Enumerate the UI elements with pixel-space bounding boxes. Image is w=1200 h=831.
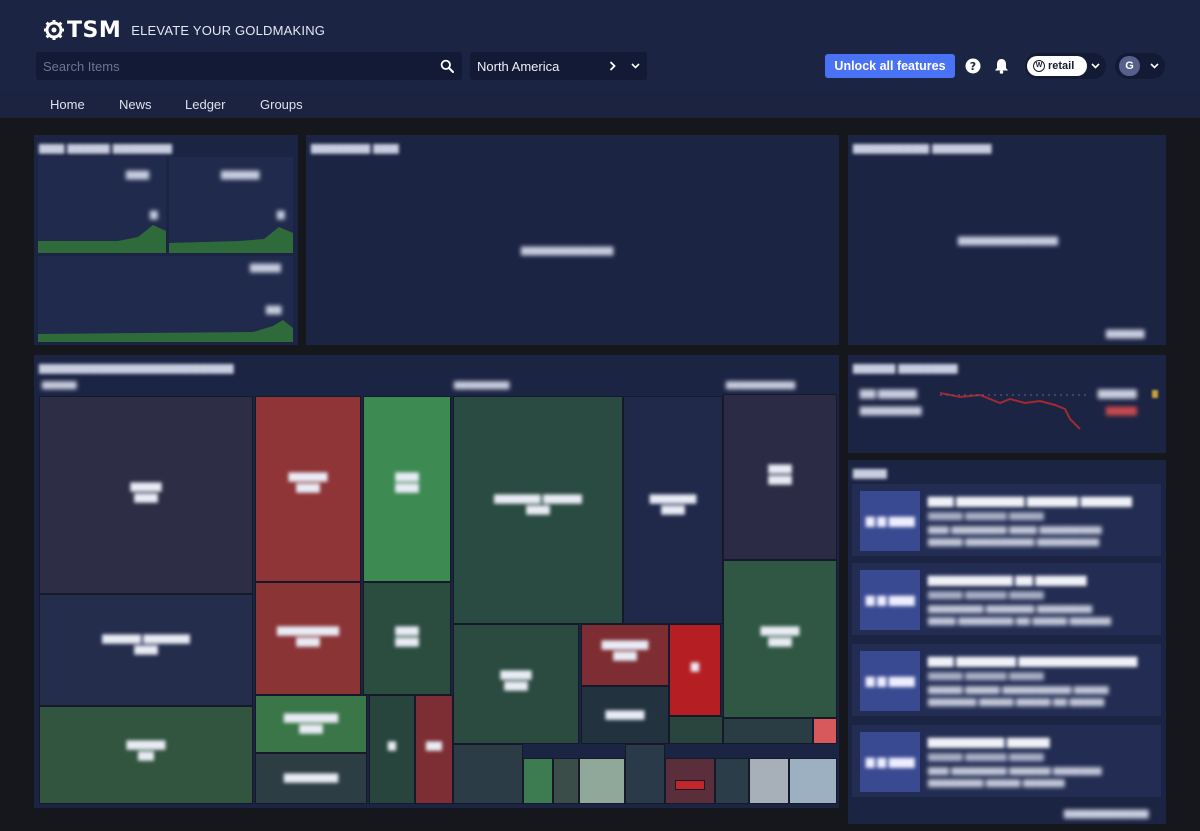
news-thumbnail: ▆ ▆ ▆▆▆ <box>860 491 920 551</box>
search-input[interactable] <box>36 52 436 80</box>
news-thumbnail: ▆ ▆ ▆▆▆ <box>860 570 920 630</box>
search-icon[interactable] <box>440 59 454 73</box>
chevron-down-icon <box>1091 63 1100 69</box>
treemap-cell[interactable] <box>749 758 789 804</box>
treemap-cell[interactable] <box>523 758 553 804</box>
treemap-cell[interactable]: ▆▆▆ ▆▆▆ <box>363 582 451 695</box>
svg-text:?: ? <box>970 60 976 73</box>
treemap-cell[interactable]: ▆▆▆▆▆ ▆▆▆ <box>723 560 837 718</box>
treemap-cell[interactable] <box>723 718 813 744</box>
treemap-cell[interactable] <box>665 758 715 804</box>
mini-chart-line <box>38 320 293 342</box>
nav-news[interactable]: News <box>119 97 152 112</box>
news-item[interactable]: ▆ ▆ ▆▆▆ ▆▆▆ ▆▆▆▆▆▆▆ ▆▆▆▆▆▆▆▆▆▆▆▆▆▆ ▆▆▆▆▆… <box>852 644 1161 716</box>
mini-chart-line <box>169 227 293 253</box>
logo[interactable]: TSM ELEVATE YOUR GOLDMAKING <box>44 17 326 43</box>
treemap-cell[interactable]: ▆▆▆▆▆▆ ▆▆▆ <box>623 396 723 624</box>
right-top-panel: ▆▆▆▆▆▆▆▆▆ ▆▆▆▆▆▆▆ ▆▆▆▆▆▆▆▆▆▆▆▆▆ ▆▆▆▆▆ <box>848 135 1166 345</box>
treemap-cell[interactable]: ▆▆▆▆▆▆▆ <box>39 706 253 804</box>
panel-title-blurred: ▆▆▆▆▆▆▆▆▆ ▆▆▆▆▆▆▆ <box>853 142 992 154</box>
nav-groups[interactable]: Groups <box>260 97 303 112</box>
nav-home[interactable]: Home <box>50 97 85 112</box>
retail-label: retail <box>1048 60 1075 72</box>
treemap-cell[interactable]: ▆▆▆▆▆▆ ▆▆▆▆▆ ▆▆▆ <box>453 396 623 624</box>
treemap-cell[interactable]: ▆▆ <box>415 695 453 804</box>
gear-icon <box>44 20 64 40</box>
news-thumbnail: ▆ ▆ ▆▆▆ <box>860 732 920 792</box>
top-header: TSM ELEVATE YOUR GOLDMAKING North Americ… <box>0 0 1200 92</box>
mini-chart: ▆▆▆ ▆ <box>38 157 166 253</box>
panel-title-blurred: ▆▆▆▆▆▆▆▆▆▆▆▆▆▆▆▆▆▆▆▆▆▆▆ <box>39 362 234 374</box>
treemap-cell[interactable] <box>715 758 749 804</box>
treemap-cell[interactable] <box>453 744 523 804</box>
treemap-cell[interactable]: ▆▆▆▆▆ ▆▆▆ <box>255 396 361 582</box>
treemap-cell[interactable]: ▆▆▆▆▆▆▆▆ ▆▆▆ <box>255 582 361 695</box>
panel-title-blurred: ▆▆▆▆ <box>853 467 887 479</box>
treemap-cell[interactable] <box>625 744 665 804</box>
news-item[interactable]: ▆ ▆ ▆▆▆ ▆▆▆ ▆▆▆▆▆▆▆▆ ▆▆▆▆▆▆ ▆▆▆▆▆▆ ▆▆▆▆▆… <box>852 484 1161 556</box>
ledger-summary-panel: ▆▆▆ ▆▆▆▆▆ ▆▆▆▆▆▆▆ ▆▆▆ ▆ ▆▆▆▆▆ ▆ ▆▆▆▆ ▆▆ <box>34 135 298 345</box>
user-menu[interactable]: G <box>1115 53 1165 79</box>
treemap-cell[interactable] <box>669 716 723 744</box>
treemap-cell[interactable]: ▆▆▆▆▆▆▆ <box>39 396 253 594</box>
mini-chart: ▆▆▆▆ ▆▆ <box>38 256 293 342</box>
nav-ledger[interactable]: Ledger <box>185 97 226 112</box>
treemap-cell[interactable] <box>675 780 705 790</box>
account-type-dropdown[interactable]: W retail <box>1025 53 1106 79</box>
treemap-cell[interactable]: ▆ <box>369 695 415 804</box>
gold-coin-icon <box>1152 390 1158 398</box>
treemap-cell[interactable]: ▆▆▆ ▆▆▆ <box>723 394 837 560</box>
treemap-cell[interactable]: ▆▆▆▆▆▆ ▆▆▆ <box>581 624 669 686</box>
mini-chart: ▆▆▆▆▆ ▆ <box>169 157 293 253</box>
chevron-right-icon[interactable] <box>609 61 616 71</box>
treemap-cell[interactable] <box>789 758 837 804</box>
avatar: G <box>1119 56 1140 76</box>
treemap-cell[interactable]: ▆▆▆▆▆ ▆▆▆▆▆▆ ▆▆▆ <box>39 594 253 706</box>
treemap-cell[interactable]: ▆▆▆▆▆▆▆ <box>453 624 579 744</box>
panel-title-blurred: ▆▆▆▆▆ ▆▆▆▆▆▆▆ <box>853 362 958 374</box>
panel-title-blurred: ▆▆▆ ▆▆▆▆▆ ▆▆▆▆▆▆▆ <box>39 142 173 154</box>
logo-text: TSM <box>67 17 122 43</box>
news-item[interactable]: ▆ ▆ ▆▆▆ ▆▆▆▆▆▆▆▆▆▆ ▆▆ ▆▆▆▆▆▆ ▆▆▆▆▆ ▆▆▆▆▆… <box>852 563 1161 635</box>
retail-badge-icon: W <box>1033 60 1045 72</box>
mini-chart-line <box>38 225 166 253</box>
region-label: North America <box>477 59 560 74</box>
tagline: ELEVATE YOUR GOLDMAKING <box>131 22 326 38</box>
chevron-down-icon[interactable] <box>631 63 640 69</box>
panel-title-blurred: ▆▆▆▆▆▆▆ ▆▆▆ <box>311 142 399 154</box>
main-nav: Home News Ledger Groups <box>0 92 1200 118</box>
search-box <box>36 52 462 80</box>
treemap-cell[interactable] <box>579 758 625 804</box>
center-top-panel: ▆▆▆▆▆▆▆ ▆▆▆ ▆▆▆▆▆▆▆▆▆▆▆▆ <box>306 135 839 345</box>
treemap-cell[interactable]: ▆▆▆▆▆▆▆ ▆▆▆ <box>255 695 367 753</box>
treemap-cell[interactable]: ▆▆▆ ▆▆▆ <box>363 396 451 582</box>
news-thumbnail: ▆ ▆ ▆▆▆ <box>860 651 920 711</box>
treemap-cell[interactable]: ▆▆▆▆▆▆▆ <box>255 753 367 804</box>
treemap-cell[interactable] <box>813 718 837 744</box>
treemap-cell[interactable]: ▆ <box>669 624 721 716</box>
bell-icon[interactable] <box>994 58 1009 74</box>
region-select[interactable]: North America <box>470 52 647 80</box>
unlock-features-button[interactable]: Unlock all features <box>825 54 955 78</box>
help-icon[interactable]: ? <box>965 58 981 74</box>
retail-badge: W retail <box>1027 56 1087 76</box>
news-item[interactable]: ▆ ▆ ▆▆▆ ▆▆▆▆▆▆▆▆▆ ▆▆▆▆▆ ▆▆▆▆▆ ▆▆▆▆▆▆ ▆▆▆… <box>852 725 1161 797</box>
ticker-panel: ▆▆▆▆▆ ▆▆▆▆▆▆▆ ▆▆ ▆▆▆▆▆ ▆▆▆▆▆▆▆▆ ▆▆▆▆▆ ▆▆… <box>848 355 1166 453</box>
ticker-sparkline <box>940 392 1090 430</box>
chevron-down-icon <box>1150 63 1159 69</box>
treemap-cell[interactable]: ▆▆▆▆▆ <box>581 686 669 744</box>
treemap-cell[interactable] <box>553 758 579 804</box>
